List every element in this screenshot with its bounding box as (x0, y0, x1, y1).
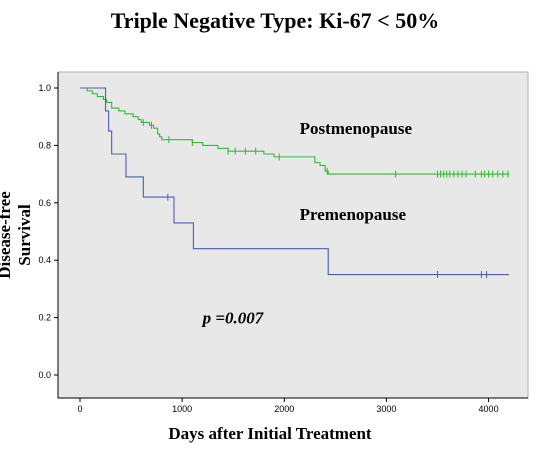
y-tick-label: 0.2 (38, 313, 51, 323)
annotation: p =0.007 (201, 308, 265, 327)
chart-title: Triple Negative Type: Ki-67 < 50% (110, 8, 440, 33)
x-tick-label: 1000 (172, 404, 192, 414)
x-tick-label: 4000 (479, 404, 499, 414)
x-tick-label: 3000 (376, 404, 396, 414)
x-tick-label: 2000 (274, 404, 294, 414)
annotation: Premenopause (300, 205, 407, 224)
x-tick-label: 0 (77, 404, 82, 414)
series-line-premenopause (80, 87, 509, 276)
x-axis-label: Days after Initial Treatment (168, 424, 372, 443)
y-tick-label: 0.6 (38, 198, 51, 208)
plot-area (57, 71, 529, 399)
y-tick-label: 0.0 (38, 370, 51, 380)
y-tick-label: 0.4 (38, 255, 51, 265)
y-tick-label: 1.0 (38, 83, 51, 93)
y-tick-label: 0.8 (38, 140, 51, 150)
annotation: Postmenopause (300, 119, 413, 138)
